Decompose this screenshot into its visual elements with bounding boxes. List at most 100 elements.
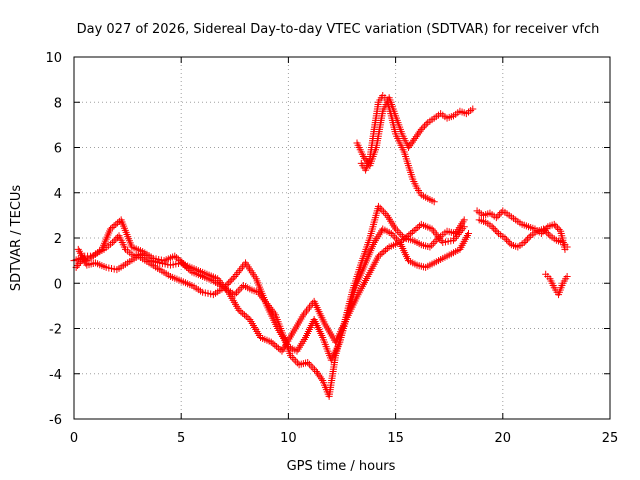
trace-e-marker xyxy=(419,124,427,132)
trace-a-marker xyxy=(380,208,388,216)
trace-a-marker xyxy=(381,210,389,218)
trace-c-marker xyxy=(431,229,439,237)
trace-e-marker xyxy=(363,158,371,166)
trace-e-marker xyxy=(413,131,421,139)
trace-f-marker xyxy=(553,224,561,232)
trace-c-marker xyxy=(399,236,407,244)
trace-a-point xyxy=(426,243,434,251)
trace-c-marker xyxy=(376,251,384,259)
trace-g-point xyxy=(563,243,571,251)
trace-a-marker xyxy=(431,238,439,246)
chart-title: Day 027 of 2026, Sidereal Day-to-day VTE… xyxy=(77,22,600,37)
trace-c-marker xyxy=(382,246,390,254)
trace-c-point xyxy=(407,229,415,237)
trace-e-marker xyxy=(415,129,423,137)
trace-g-marker xyxy=(523,235,531,243)
trace-g-point xyxy=(488,223,496,231)
trace-a-point xyxy=(109,239,117,247)
trace-e-point xyxy=(359,153,367,161)
trace-e-marker xyxy=(361,154,369,162)
trace-g-point xyxy=(520,239,528,247)
x-tick-label: 15 xyxy=(387,431,404,446)
trace-c-marker xyxy=(173,254,181,262)
trace-a-marker xyxy=(378,206,386,214)
trace-c-marker xyxy=(108,223,116,231)
trace-g-marker xyxy=(525,233,533,241)
trace-a-marker xyxy=(234,287,242,295)
trace-b-marker xyxy=(392,235,400,243)
trace-f-marker xyxy=(552,222,560,230)
trace-d-point xyxy=(430,198,438,206)
trace-b-marker xyxy=(235,267,243,275)
trace-c-point xyxy=(235,306,243,314)
trace-c-marker xyxy=(244,314,252,322)
trace-a-marker xyxy=(236,285,244,293)
trace-e-point xyxy=(417,125,425,133)
trace-a-marker xyxy=(305,360,313,368)
trace-c-marker xyxy=(414,223,422,231)
trace-e-marker xyxy=(362,156,370,164)
trace-a-point xyxy=(312,367,320,375)
trace-b-marker xyxy=(232,271,240,279)
trace-c-marker xyxy=(110,222,118,230)
trace-c-marker xyxy=(174,255,182,263)
trace-c-marker xyxy=(401,234,409,242)
x-tick-label: 25 xyxy=(602,431,619,446)
trace-c-marker xyxy=(273,343,281,351)
trace-c-point xyxy=(171,252,179,260)
trace-e-marker xyxy=(421,122,429,130)
trace-a-marker xyxy=(292,357,300,365)
trace-g-point xyxy=(540,225,548,233)
trace-f-point xyxy=(492,214,500,222)
trace-c-marker xyxy=(302,307,310,315)
trace-e-marker xyxy=(416,127,424,135)
y-tick-label: -4 xyxy=(49,368,62,383)
trace-c-marker xyxy=(433,231,441,239)
trace-a-marker xyxy=(288,353,296,361)
trace-a-marker xyxy=(314,369,322,377)
x-tick-label: 0 xyxy=(70,431,78,446)
trace-c-marker xyxy=(180,260,188,268)
trace-a-marker xyxy=(429,239,437,247)
trace-c-marker xyxy=(405,231,413,239)
trace-a-marker xyxy=(233,289,241,297)
trace-c-marker xyxy=(269,340,277,348)
trace-g-point xyxy=(501,234,509,242)
trace-a-marker xyxy=(395,229,403,237)
trace-c-marker xyxy=(378,249,386,257)
trace-a-marker xyxy=(317,375,325,383)
trace-c-marker xyxy=(178,258,186,266)
y-tick-label: 4 xyxy=(54,187,62,202)
trace-g-marker xyxy=(490,224,498,232)
trace-c-point xyxy=(106,225,114,233)
trace-c-marker xyxy=(274,344,282,352)
trace-c-marker xyxy=(410,226,418,234)
trace-c-marker xyxy=(239,309,247,317)
grid xyxy=(74,57,610,419)
y-tick-label: 2 xyxy=(54,232,62,247)
y-tick-label: -2 xyxy=(49,323,62,338)
trace-c-marker xyxy=(380,248,388,256)
trace-c-marker xyxy=(112,220,120,228)
trace-c-marker xyxy=(240,311,248,319)
trace-b-marker xyxy=(234,269,242,277)
trace-a-marker xyxy=(311,366,319,374)
trace-b-marker xyxy=(391,233,399,241)
trace-c-marker xyxy=(408,228,416,236)
trace-b-marker xyxy=(228,276,236,284)
trace-g-marker xyxy=(493,228,501,236)
trace-e-marker xyxy=(410,136,418,144)
trace-c-marker xyxy=(412,225,420,233)
trace-a-marker xyxy=(290,355,298,363)
trace-e-point xyxy=(404,144,412,151)
trace-b-marker xyxy=(225,279,233,287)
trace-a-marker xyxy=(309,364,317,372)
data-points xyxy=(70,91,571,400)
trace-c-marker xyxy=(114,219,122,227)
trace-c-point xyxy=(374,252,382,260)
y-tick-label: 10 xyxy=(45,51,62,66)
trace-b-marker xyxy=(237,265,245,273)
trace-a-point xyxy=(460,216,468,224)
trace-e-point xyxy=(469,105,477,113)
